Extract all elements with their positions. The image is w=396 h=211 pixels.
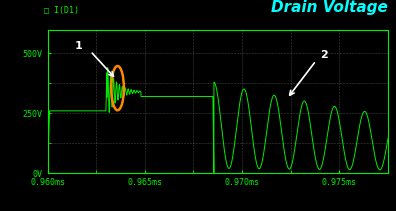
Text: □ I(D1): □ I(D1) (44, 6, 79, 15)
Text: 1: 1 (75, 41, 82, 51)
Text: Drain Voltage: Drain Voltage (271, 0, 388, 15)
Text: 2: 2 (320, 50, 328, 60)
